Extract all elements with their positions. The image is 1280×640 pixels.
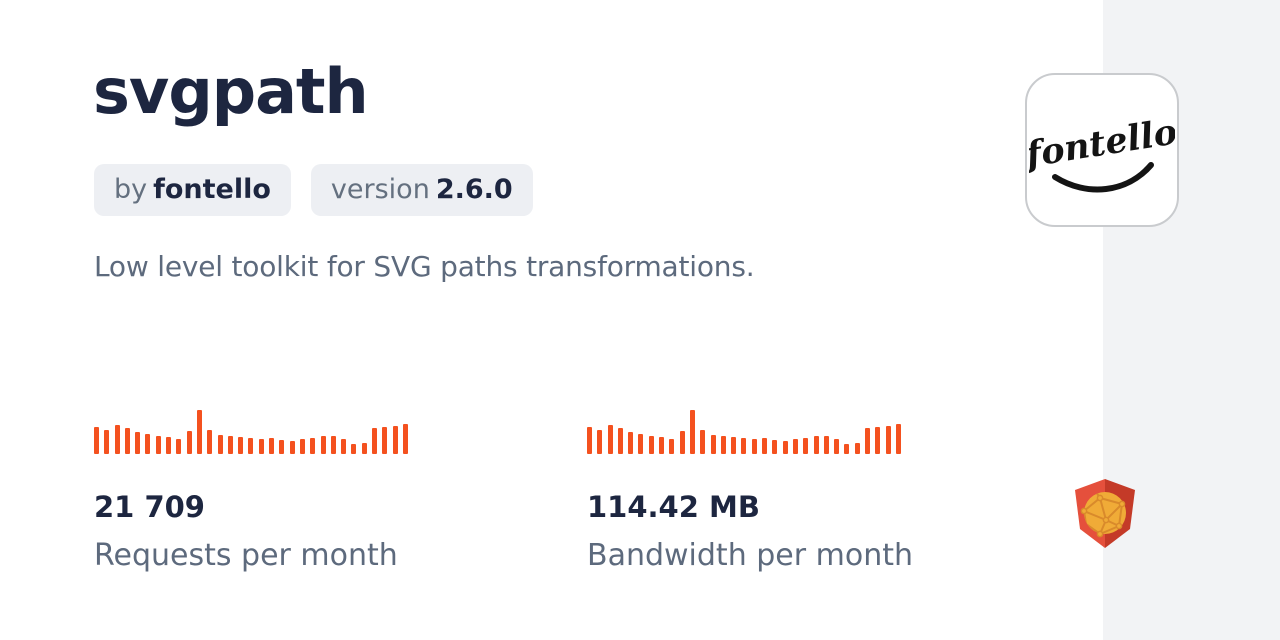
spark-bar [341, 439, 347, 454]
spark-bar [844, 444, 850, 454]
spark-bar [382, 426, 388, 454]
spark-bar [782, 440, 788, 454]
spark-bar [289, 440, 295, 454]
version-number: 2.6.0 [435, 174, 513, 205]
spark-bar [166, 437, 172, 454]
spark-bar [279, 439, 285, 454]
package-title: svgpath [93, 55, 369, 128]
spark-bar [762, 438, 768, 454]
spark-bar [823, 435, 829, 454]
spark-bar [751, 439, 757, 454]
spark-bar [689, 410, 695, 454]
spark-bar [792, 439, 798, 454]
spark-bar [310, 438, 316, 454]
spark-bar [803, 438, 809, 454]
spark-bar [238, 437, 244, 454]
author-badge: by fontello [94, 164, 291, 217]
requests-value: 21 709 [94, 490, 205, 524]
spark-bar [659, 437, 665, 454]
requests-stat: 21 709 Requests per month [94, 410, 587, 573]
author-name: fontello [153, 174, 271, 205]
spark-bar [402, 424, 408, 454]
spark-bar [895, 424, 901, 454]
spark-bar [617, 428, 623, 454]
spark-bar [587, 426, 592, 454]
spark-bar [700, 429, 706, 454]
spark-bar [669, 439, 675, 454]
spark-bar [248, 438, 254, 454]
spark-bar [648, 435, 654, 454]
spark-bar [94, 426, 99, 454]
bandwidth-sparkline-chart [587, 410, 1080, 454]
jsdelivr-globe-nodes [1080, 494, 1126, 538]
spark-bar [885, 425, 891, 454]
requests-sparkline-chart [94, 410, 587, 454]
spark-bar [875, 426, 881, 454]
spark-bar [813, 436, 819, 454]
spark-bar [124, 428, 130, 454]
spark-bar [710, 435, 716, 454]
spark-bar [299, 439, 305, 454]
spark-bar [741, 438, 747, 454]
spark-bar [628, 432, 634, 454]
spark-bar [196, 410, 202, 454]
spark-bar [351, 444, 357, 454]
spark-bar [104, 429, 110, 454]
spark-bar [679, 431, 685, 454]
bandwidth-label: Bandwidth per month [587, 538, 913, 573]
spark-bar [638, 434, 644, 454]
bandwidth-stat: 114.42 MB Bandwidth per month [587, 410, 1080, 573]
spark-bar [330, 435, 336, 454]
package-logo-box: fontello [1025, 73, 1179, 227]
jsdelivr-logo-icon [1075, 479, 1135, 548]
spark-bar [176, 439, 182, 454]
package-description: Low level toolkit for SVG paths transfor… [94, 250, 755, 283]
spark-bar [597, 429, 603, 454]
spark-bar [372, 428, 378, 454]
spark-bar [865, 428, 871, 454]
fontello-logo-swash [1052, 162, 1154, 193]
spark-bar [114, 424, 120, 454]
spark-bar [227, 436, 233, 454]
fontello-logo-icon: fontello [1029, 111, 1175, 193]
spark-bar [361, 443, 367, 454]
author-prefix-label: by [114, 174, 148, 205]
spark-bar [269, 438, 275, 454]
spark-bar [392, 425, 398, 454]
spark-bar [772, 439, 778, 454]
spark-bar [320, 436, 326, 454]
spark-bar [720, 436, 726, 454]
requests-label: Requests per month [94, 538, 398, 573]
spark-bar [258, 439, 264, 454]
spark-bar [217, 435, 223, 454]
spark-bar [731, 437, 737, 454]
spark-bar [135, 432, 141, 454]
spark-bar [145, 434, 151, 454]
version-badge: version 2.6.0 [310, 164, 533, 217]
version-prefix-label: version [330, 174, 430, 205]
spark-bar [607, 424, 613, 454]
bandwidth-value: 114.42 MB [587, 490, 760, 524]
stats-row: 21 709 Requests per month 114.42 MB Band… [94, 410, 1080, 573]
spark-bar [207, 429, 213, 454]
spark-bar [155, 435, 161, 454]
spark-bar [186, 431, 192, 454]
spark-bar [834, 439, 840, 454]
spark-bar [854, 443, 860, 454]
badge-row: by fontello version 2.6.0 [94, 164, 533, 217]
